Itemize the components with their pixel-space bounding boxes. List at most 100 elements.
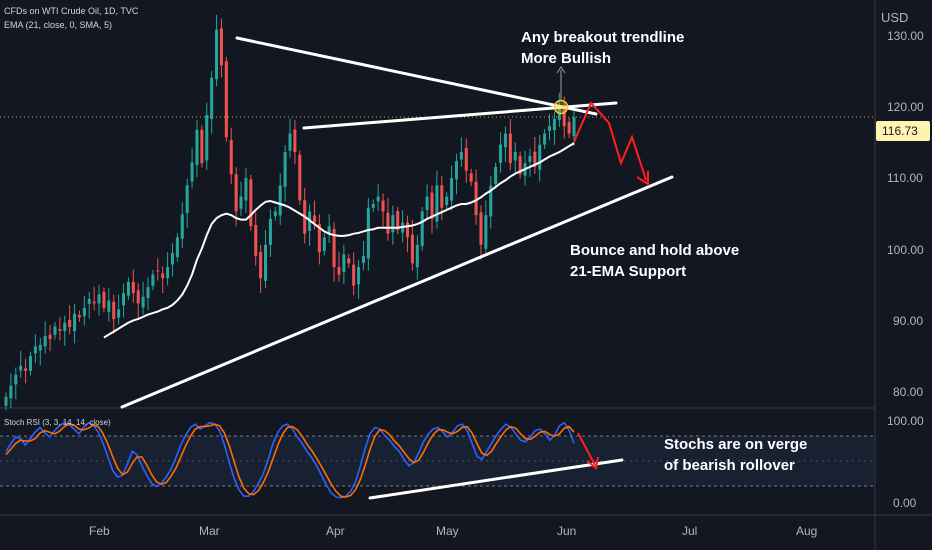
candle-up[interactable] [38, 344, 42, 351]
candle-up[interactable] [322, 237, 326, 251]
candle-up[interactable] [205, 114, 209, 161]
upper-resistance-trendline[interactable] [235, 36, 598, 116]
candle-down[interactable] [464, 148, 468, 171]
ema-21-line[interactable] [103, 142, 575, 339]
candle-up[interactable] [342, 254, 346, 272]
candle-down[interactable] [131, 281, 135, 294]
candle-up[interactable] [572, 117, 576, 137]
candle-down[interactable] [396, 211, 400, 230]
last-price-tag[interactable] [876, 121, 930, 141]
candle-down[interactable] [156, 270, 160, 272]
candle-down[interactable] [112, 301, 116, 319]
candle-up[interactable] [268, 218, 272, 245]
candle-up[interactable] [180, 214, 184, 239]
candle-down[interactable] [293, 129, 297, 153]
candle-down[interactable] [24, 368, 28, 371]
candle-up[interactable] [484, 215, 488, 249]
candle-down[interactable] [337, 267, 341, 275]
candle-down[interactable] [567, 122, 571, 134]
candle-down[interactable] [234, 174, 238, 212]
candle-up[interactable] [14, 374, 18, 385]
candle-up[interactable] [528, 155, 532, 162]
candle-down[interactable] [48, 334, 52, 340]
candle-up[interactable] [87, 298, 91, 304]
candle-up[interactable] [371, 204, 375, 208]
candle-up[interactable] [151, 274, 155, 286]
candle-down[interactable] [352, 264, 356, 286]
candle-up[interactable] [391, 215, 395, 233]
candle-down[interactable] [508, 133, 512, 164]
candle-down[interactable] [533, 151, 537, 167]
candle-down[interactable] [479, 212, 483, 245]
candle-up[interactable] [195, 129, 199, 166]
stoch-d-line[interactable] [5, 423, 575, 498]
candle-up[interactable] [117, 309, 121, 318]
candle-down[interactable] [405, 222, 410, 238]
candle-up[interactable] [435, 185, 439, 222]
symbol-legend[interactable]: CFDs on WTI Crude Oil, 1D, TVC [4, 6, 139, 16]
candle-up[interactable] [146, 287, 150, 299]
candle-down[interactable] [474, 181, 478, 216]
candle-up[interactable] [547, 126, 552, 131]
candle-down[interactable] [249, 179, 253, 227]
candle-up[interactable] [361, 255, 365, 264]
candle-down[interactable] [312, 215, 317, 223]
candle-up[interactable] [82, 307, 86, 317]
forecast-price-arrow[interactable] [573, 101, 647, 181]
candle-down[interactable] [430, 192, 434, 219]
candle-up[interactable] [450, 178, 454, 201]
candle-up[interactable] [63, 322, 67, 331]
candle-up[interactable] [376, 196, 380, 202]
candle-up[interactable] [175, 237, 179, 257]
candle-up[interactable] [273, 211, 277, 217]
candle-down[interactable] [68, 320, 72, 328]
candle-up[interactable] [244, 178, 248, 201]
candle-up[interactable] [327, 226, 331, 234]
candle-up[interactable] [210, 77, 214, 119]
candle-up[interactable] [420, 211, 424, 247]
candle-up[interactable] [513, 152, 517, 161]
candle-up[interactable] [415, 244, 419, 268]
candle-down[interactable] [102, 291, 106, 308]
candle-down[interactable] [347, 258, 351, 264]
candle-up[interactable] [4, 396, 8, 406]
candle-up[interactable] [97, 294, 101, 304]
candle-up[interactable] [278, 185, 282, 216]
candle-up[interactable] [357, 267, 361, 285]
candle-up[interactable] [499, 144, 503, 163]
candle-up[interactable] [170, 252, 175, 265]
candle-down[interactable] [332, 228, 336, 268]
stoch-forecast-arrow[interactable] [577, 432, 596, 466]
candle-up[interactable] [73, 313, 77, 332]
candle-up[interactable] [538, 144, 542, 170]
candle-up[interactable] [494, 166, 498, 185]
candle-down[interactable] [381, 200, 385, 212]
candle-up[interactable] [454, 160, 459, 180]
candle-up[interactable] [445, 196, 449, 206]
candle-up[interactable] [489, 185, 493, 217]
candle-up[interactable] [126, 281, 130, 296]
candle-up[interactable] [166, 267, 170, 279]
candle-up[interactable] [263, 244, 268, 281]
candle-up[interactable] [239, 196, 243, 209]
candle-up[interactable] [19, 365, 23, 371]
candle-up[interactable] [543, 133, 547, 145]
support-trendline[interactable] [120, 175, 674, 409]
candle-up[interactable] [107, 300, 111, 312]
candle-down[interactable] [58, 329, 62, 331]
candle-up[interactable] [33, 346, 37, 354]
candle-down[interactable] [224, 61, 228, 138]
candle-down[interactable] [518, 156, 522, 175]
candle-up[interactable] [552, 118, 556, 131]
breakout-trendline[interactable] [302, 101, 618, 130]
candle-up[interactable] [190, 162, 194, 182]
stoch-legend[interactable]: Stoch RSI (3, 3, 14, 14, close) [4, 418, 111, 427]
breakout-marker-circle[interactable] [553, 99, 569, 115]
candle-up[interactable] [185, 185, 189, 214]
candle-down[interactable] [254, 224, 258, 256]
candle-down[interactable] [92, 301, 96, 304]
candle-up[interactable] [141, 296, 145, 308]
candle-down[interactable] [229, 139, 233, 175]
candle-up[interactable] [121, 293, 126, 306]
